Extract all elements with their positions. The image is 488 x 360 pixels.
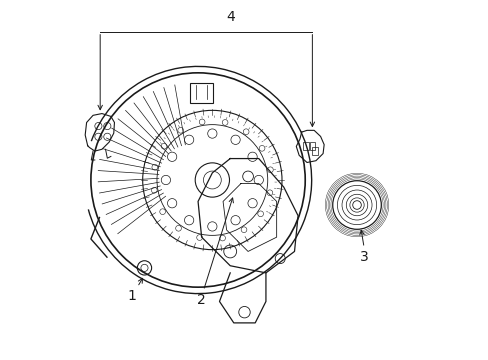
Bar <box>190 83 213 103</box>
Text: 1: 1 <box>127 289 136 303</box>
Text: 2: 2 <box>197 293 205 307</box>
Text: 4: 4 <box>225 10 234 24</box>
Bar <box>311 148 317 156</box>
Bar <box>309 142 315 150</box>
Text: 3: 3 <box>359 250 368 264</box>
Bar <box>303 142 308 150</box>
